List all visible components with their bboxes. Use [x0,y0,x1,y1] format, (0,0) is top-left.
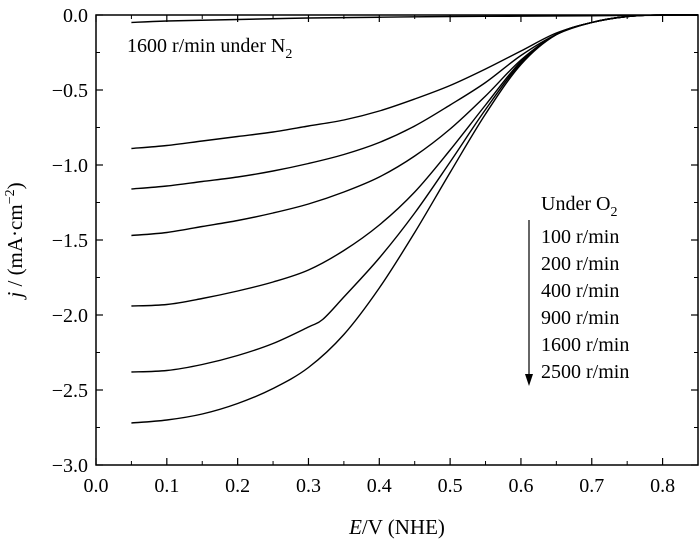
n2-label-subscript: 2 [285,47,292,62]
o2-rotation-rate-list: 100 r/min 200 r/min 400 r/min 900 r/min … [541,226,629,383]
y-axis-title-symbol: j [3,292,27,301]
y-tick-label: −3.0 [52,455,88,477]
x-tick-label: 0.8 [650,475,675,497]
x-tick-label: 0.7 [579,475,604,497]
y-tick-label: −2.0 [52,305,88,327]
n2-curve-label: 1600 r/min under N2 [127,35,292,62]
x-tick-label: 0.5 [438,475,463,497]
y-axis-title-exponent: −2 [3,189,18,204]
y-tick-label: −1.0 [52,155,88,177]
rate-label: 200 r/min [541,253,619,275]
rate-label: 100 r/min [541,226,619,248]
x-tick-label: 0.4 [367,475,392,497]
x-axis-title: E/V (NHE) [348,515,445,539]
o2-header-text: Under O [541,193,610,215]
x-tick-label: 0.6 [508,475,533,497]
y-axis-title-unit: / (mA·cm [3,204,27,291]
x-tick-label: 0.1 [154,475,179,497]
ticks-layer: 0.0 0.1 0.2 0.3 0.4 0.5 0.6 0.7 0.8 0.0 −0.5 −1.0 −1… [52,5,698,497]
x-tick-label: 0.3 [296,475,321,497]
y-tick-label: −1.5 [52,230,88,252]
n2-label-text: 1600 r/min under N [127,35,285,57]
rate-label: 2500 r/min [541,361,629,383]
increasing-rate-arrow [525,220,533,386]
o2-legend-header: Under O2 [541,193,617,220]
o2-header-subscript: 2 [610,205,617,220]
x-axis-title-symbol: E [348,515,362,539]
curve-o2-6 [131,14,699,424]
rate-label: 1600 r/min [541,334,629,356]
y-tick-label: −2.5 [52,380,88,402]
x-axis-title-unit: /V (NHE) [362,515,445,539]
y-tick-label: −0.5 [52,80,88,102]
curves-layer [131,14,699,424]
y-axis-title-close: ) [3,182,27,189]
rate-label: 400 r/min [541,280,619,302]
x-tick-label: 0.2 [225,475,250,497]
arrow-head [525,374,533,386]
rate-label: 900 r/min [541,307,619,329]
x-tick-label: 0.0 [84,475,109,497]
y-tick-label: 0.0 [63,5,88,27]
y-axis-title: j / (mA·cm−2) [3,182,27,300]
